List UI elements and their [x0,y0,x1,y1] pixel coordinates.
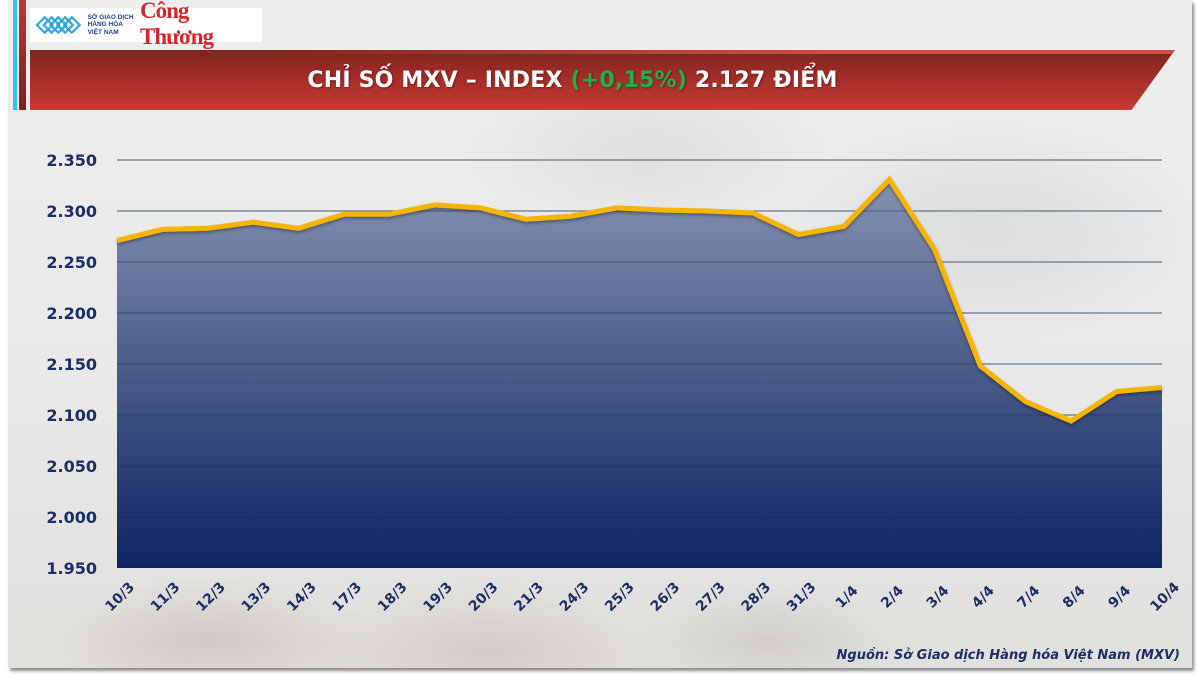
x-tick-label: 14/3 [284,579,320,615]
x-tick-label: 28/3 [738,579,774,615]
x-tick-label: 20/3 [466,579,502,615]
x-tick-label: 13/3 [239,579,275,615]
x-tick-label: 3/4 [924,583,953,612]
y-tick-label: 2.300 [46,202,97,221]
y-tick-label: 2.250 [46,253,97,272]
cong-thuong-logo: Công Thương [140,0,214,49]
x-tick-label: 25/3 [602,579,638,615]
y-tick-label: 2.050 [46,457,97,476]
x-tick-label: 7/4 [1015,583,1044,612]
y-tick-label: 2.100 [46,406,97,425]
source-note: Nguồn: Sở Giao dịch Hàng hóa Việt Nam (M… [836,648,1180,663]
index-line [116,175,1163,424]
logo-box: SỞ GIAO DỊCH HÀNG HÓA VIỆT NAM Công Thươ… [30,0,262,49]
mxv-logo-text: SỞ GIAO DỊCH HÀNG HÓA VIỆT NAM [88,14,138,37]
x-tick-label: 19/3 [420,579,456,615]
mxv-logo-line-2: HÀNG HÓA [87,21,123,29]
x-tick-label: 10/3 [102,579,138,615]
chart-title: CHỈ SỐ MXV – INDEX (+0,15%) 2.127 ĐIỂM [30,50,1175,110]
x-tick-label: 21/3 [511,579,547,615]
mxv-logo-line-3: VIỆT NAM [87,28,119,36]
x-tick-label: 27/3 [693,579,729,615]
x-axis-labels: 10/3 11/3 12/3 13/3 14/3 17/3 18/3 19/3 20/3 21/3… [102,579,1183,615]
x-tick-label: 17/3 [330,579,366,615]
y-tick-label: 2.200 [46,304,97,323]
title-banner [30,50,1175,110]
x-tick-label: 24/3 [557,579,593,615]
y-tick-label: 2.350 [46,151,97,170]
mxv-logo-icon [35,15,82,35]
decor-bar-red [19,0,26,110]
x-tick-label: 4/4 [969,583,998,612]
x-tick-label: 26/3 [648,579,684,615]
y-tick-label: 1.950 [46,559,97,578]
x-tick-label: 9/4 [1105,583,1134,612]
y-axis-labels: 1.950 2.000 2.050 2.100 2.150 2.200 2.250 2.300… [46,151,97,578]
decor-bar-cyan [13,0,17,110]
x-tick-label: 2/4 [878,583,907,612]
x-tick-label: 31/3 [784,579,820,615]
y-tick-label: 2.000 [46,508,97,527]
x-tick-label: 12/3 [193,579,229,615]
title-banner-highlight [30,50,1175,54]
y-tick-label: 2.150 [46,355,97,374]
title-prefix: CHỈ SỐ MXV – INDEX [307,67,571,93]
area-fill [117,179,1162,568]
x-tick-label: 11/3 [148,579,184,615]
x-tick-label: 1/4 [833,583,862,612]
x-tick-label: 8/4 [1060,583,1089,612]
title-value: 2.127 ĐIỂM [686,67,838,93]
x-tick-label: 10/4 [1147,579,1183,615]
mxv-logo-line-1: SỞ GIAO DỊCH [87,13,134,21]
x-tick-label: 18/3 [375,579,411,615]
title-change-percent: (+0,15%) [570,67,687,93]
